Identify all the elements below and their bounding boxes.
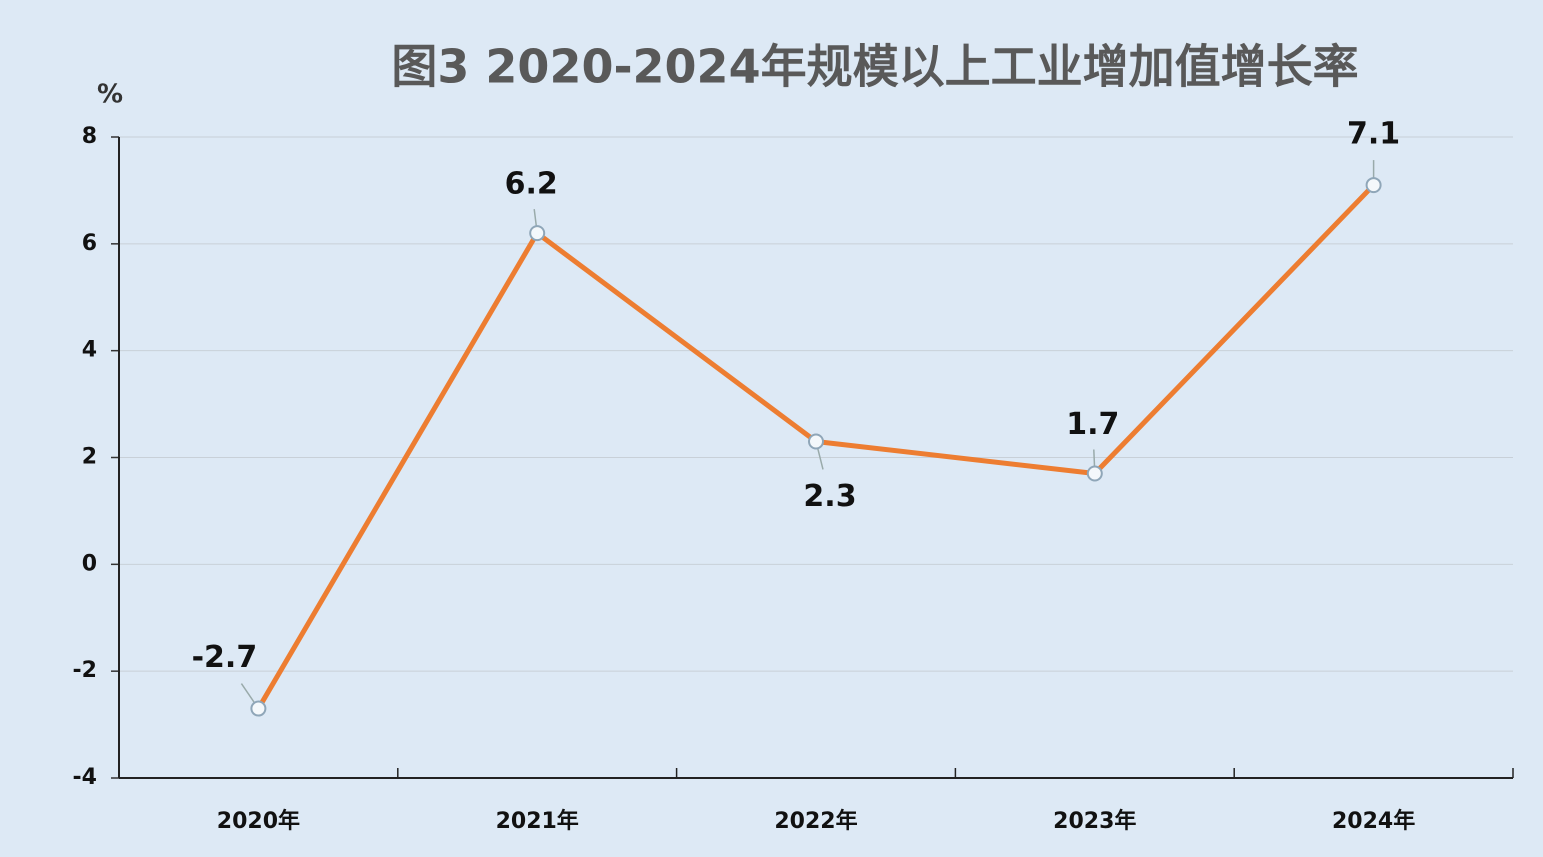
x-tick-label: 2022年: [774, 808, 857, 834]
marker: [1365, 177, 1382, 194]
y-tick-label: -4: [73, 765, 97, 790]
x-tick-label: 2024年: [1332, 808, 1415, 834]
y-unit: %: [97, 80, 123, 110]
marker: [808, 433, 824, 450]
marker: [1086, 465, 1103, 482]
y-tick-label: 0: [82, 551, 97, 576]
y-tick-label: -2: [73, 658, 97, 683]
data-label: 6.2: [505, 167, 558, 202]
data-label: -2.7: [192, 640, 258, 675]
data-label: 2.3: [803, 479, 856, 514]
chart-title: 图3 2020-2024年规模以上工业增加值增长率: [391, 40, 1358, 94]
x-tick-label: 2021年: [496, 808, 579, 834]
y-tick-label: 2: [82, 445, 97, 470]
x-tick-label: 2023年: [1053, 808, 1136, 834]
y-tick-label: 8: [82, 124, 97, 149]
y-tick-label: 6: [82, 231, 97, 256]
data-label: 7.1: [1347, 117, 1400, 152]
marker: [529, 225, 546, 242]
marker: [250, 700, 267, 717]
y-tick-label: 4: [82, 338, 97, 363]
x-tick-label: 2020年: [217, 808, 300, 834]
data-label: 1.7: [1066, 407, 1119, 442]
